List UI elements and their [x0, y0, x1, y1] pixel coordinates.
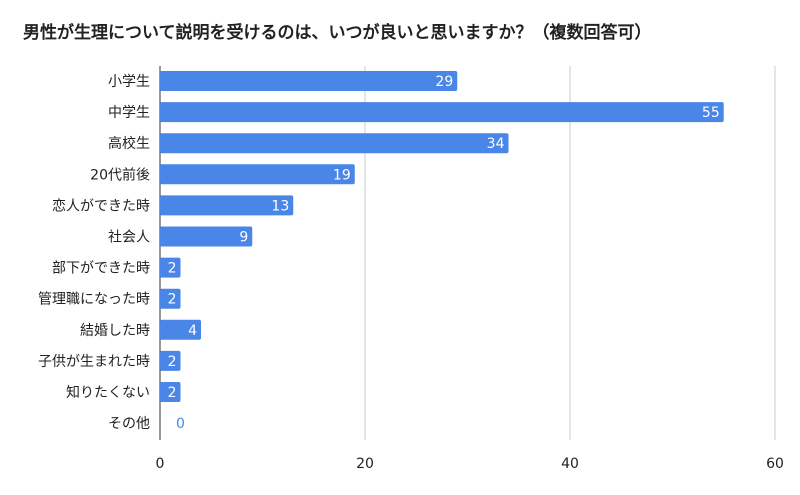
x-tick-label: 60	[766, 456, 784, 472]
bar	[160, 164, 355, 185]
category-label: 高校生	[108, 135, 150, 152]
bar	[160, 257, 181, 278]
category-label: 20代前後	[90, 166, 150, 183]
bar-value-label: 2	[168, 292, 177, 308]
bar-value-label: 2	[168, 261, 177, 277]
category-label: 社会人	[108, 230, 150, 246]
category-label: 小学生	[108, 74, 150, 90]
category-label: 知りたくない	[66, 384, 150, 401]
bar	[160, 382, 181, 402]
bar	[160, 226, 253, 247]
bar-value-label: 2	[168, 385, 177, 401]
category-label: その他	[108, 416, 150, 432]
bar-value-label: 2	[168, 354, 177, 370]
category-label: 部下ができた時	[52, 261, 150, 277]
bar	[160, 133, 509, 154]
bar	[160, 288, 181, 309]
x-tick-label: 20	[356, 456, 374, 472]
bar-value-label: 4	[188, 323, 197, 339]
bar-value-label: 13	[271, 198, 289, 214]
x-tick-label: 40	[561, 456, 579, 472]
category-label: 結婚した時	[80, 323, 150, 339]
category-label: 管理職になった時	[38, 292, 150, 308]
bar-value-label: 55	[702, 105, 720, 121]
bar-value-label: 9	[239, 230, 248, 246]
bar	[160, 195, 294, 216]
gridlines	[159, 66, 776, 440]
category-label: 中学生	[108, 105, 150, 121]
bar-value-label: 34	[487, 136, 505, 152]
bar	[160, 319, 201, 340]
x-tick-label: 0	[156, 456, 165, 472]
bar-value-label: 29	[435, 74, 453, 90]
category-label: 子供が生まれた時	[38, 354, 150, 370]
x-axis-tick-labels: 0 20 40 60	[156, 456, 784, 472]
bar-value-label: 0	[176, 416, 185, 432]
chart-title: 男性が生理について説明を受けるのは、いつが良いと思いますか？（複数回答可）	[23, 23, 652, 43]
bar	[160, 71, 458, 91]
bar	[160, 350, 181, 371]
category-label: 恋人ができた時	[52, 197, 150, 214]
bar	[160, 102, 724, 123]
bar-value-label: 19	[333, 167, 351, 183]
